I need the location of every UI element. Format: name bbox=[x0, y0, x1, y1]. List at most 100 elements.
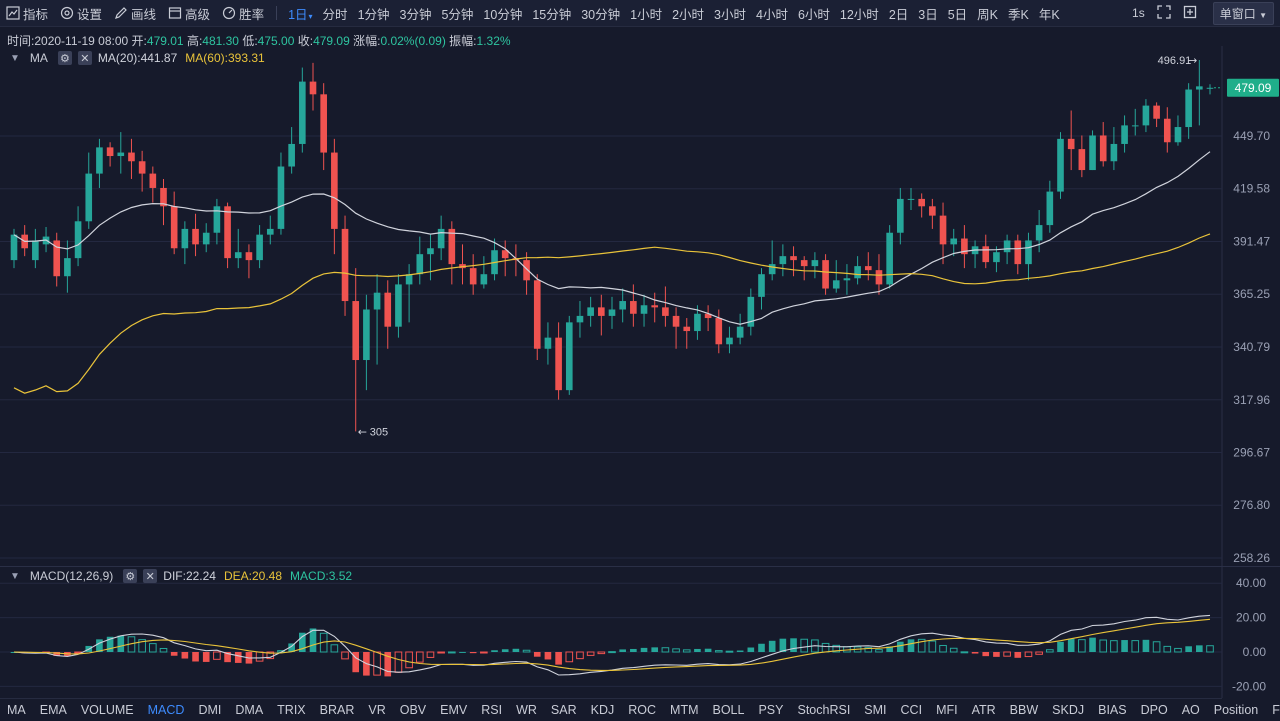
macd-histogram-bar bbox=[426, 651, 435, 658]
macd-histogram-bar bbox=[960, 651, 969, 654]
macd-close-icon[interactable]: ✕ bbox=[143, 569, 158, 583]
candle-body bbox=[1206, 87, 1214, 89]
interval-0[interactable]: 1日▾ bbox=[288, 7, 313, 22]
ma-close-icon[interactable]: ✕ bbox=[77, 51, 92, 65]
interval-17[interactable]: 周K bbox=[977, 7, 999, 22]
macd-histogram-bar bbox=[224, 652, 231, 663]
candle-body bbox=[299, 81, 306, 144]
winrate-button[interactable]: 胜率 bbox=[216, 4, 270, 23]
indicator-tab-rsi[interactable]: RSI bbox=[481, 703, 503, 717]
interval-8[interactable]: 1小时 bbox=[630, 7, 663, 22]
ma-legend: ▼ MA ⚙ ✕ MA(20):441.87 MA(60):393.31 bbox=[10, 51, 273, 65]
advanced-button[interactable]: 高级 bbox=[162, 4, 216, 23]
settings-button[interactable]: 设置 bbox=[54, 4, 108, 23]
collapse-chevron-icon[interactable]: ▼ bbox=[10, 52, 20, 64]
indicator-tab-ao[interactable]: AO bbox=[1181, 703, 1200, 717]
toolbar-right: 1s 单窗口 ▼ bbox=[1126, 0, 1280, 26]
macd-histogram-bar bbox=[790, 638, 797, 652]
macd-collapse-chevron-icon[interactable]: ▼ bbox=[10, 570, 20, 582]
ma60-value: MA(60):393.31 bbox=[185, 51, 265, 65]
interval-14[interactable]: 2日 bbox=[888, 7, 909, 22]
indicator-tab-sar[interactable]: SAR bbox=[550, 703, 577, 717]
fullscreen-icon[interactable] bbox=[1151, 4, 1177, 22]
interval-6[interactable]: 15分钟 bbox=[532, 7, 572, 22]
indicator-tab-vr[interactable]: VR bbox=[368, 703, 386, 717]
indicator-tab-psy[interactable]: PSY bbox=[758, 703, 784, 717]
ma-settings-gear-icon[interactable]: ⚙ bbox=[57, 51, 72, 65]
interval-3[interactable]: 3分钟 bbox=[399, 7, 432, 22]
draw-button[interactable]: 画线 bbox=[108, 4, 162, 23]
interval-1[interactable]: 分时 bbox=[322, 7, 348, 22]
indicator-tab-skdj[interactable]: SKDJ bbox=[1052, 703, 1085, 717]
screenshot-icon[interactable] bbox=[1177, 5, 1203, 22]
indicator-tab-obv[interactable]: OBV bbox=[399, 703, 427, 717]
indicator-tab-dpo[interactable]: DPO bbox=[1140, 703, 1168, 717]
candle-body bbox=[277, 166, 285, 229]
candle-body bbox=[352, 301, 360, 361]
macd-histogram-bar bbox=[1163, 645, 1172, 653]
candle-body bbox=[736, 326, 744, 338]
candle-body bbox=[117, 152, 125, 157]
indicator-tab-position[interactable]: Position bbox=[1213, 703, 1259, 717]
interval-2[interactable]: 1分钟 bbox=[357, 7, 390, 22]
interval-11[interactable]: 4小时 bbox=[756, 7, 788, 22]
indicator-tab-mtm[interactable]: MTM bbox=[670, 703, 699, 717]
macd-histogram-bar bbox=[736, 650, 744, 652]
macd-histogram-bar bbox=[341, 651, 349, 660]
time-value: 2020-11-19 08:00 bbox=[34, 34, 129, 48]
indicator-tab-trix[interactable]: TRIX bbox=[277, 703, 306, 717]
price-chart[interactable]: 449.70 419.58 391.47 365.25 340.79 317.96 296.… bbox=[0, 46, 1280, 566]
interval-15[interactable]: 3日 bbox=[918, 7, 938, 22]
indicator-tab-smi[interactable]: SMI bbox=[864, 703, 887, 717]
macd-tick-label: -20.00 bbox=[1232, 679, 1266, 693]
indicator-tab-stochrsi[interactable]: StochRSI bbox=[797, 703, 851, 717]
interval-18[interactable]: 季K bbox=[1008, 7, 1029, 22]
indicator-tab-brar[interactable]: BRAR bbox=[319, 703, 355, 717]
interval-7[interactable]: 30分钟 bbox=[581, 7, 621, 22]
macd-histogram-bar bbox=[1014, 652, 1022, 658]
indicator-tab-dma[interactable]: DMA bbox=[235, 703, 264, 717]
indicator-tab-ema[interactable]: EMA bbox=[39, 703, 67, 717]
interval-5[interactable]: 10分钟 bbox=[483, 7, 523, 22]
candle-body bbox=[288, 143, 295, 167]
candle-body bbox=[1025, 240, 1032, 265]
indicator-tab-mfi[interactable]: MFI bbox=[936, 703, 958, 717]
macd-histogram-bar bbox=[1142, 639, 1150, 652]
candle-body bbox=[619, 301, 626, 310]
indicator-tab-roc[interactable]: ROC bbox=[628, 703, 657, 717]
macd-histogram-bar bbox=[255, 651, 264, 662]
candle-body bbox=[1121, 125, 1128, 144]
current-price-label: 479.09 bbox=[1235, 81, 1272, 95]
indicator-tab-bias[interactable]: BIAS bbox=[1098, 703, 1127, 717]
interval-9[interactable]: 2小时 bbox=[672, 7, 705, 22]
ma20-line bbox=[13, 151, 1211, 325]
candle-body bbox=[747, 296, 755, 327]
candle-body bbox=[437, 228, 445, 249]
interval-16[interactable]: 5日 bbox=[947, 7, 968, 22]
interval-12[interactable]: 6小时 bbox=[797, 7, 830, 22]
interval-4[interactable]: 5分钟 bbox=[441, 7, 474, 22]
macd-chart[interactable]: 40.00 20.00 0.00 -20.00 bbox=[0, 566, 1280, 698]
indicator-tab-boll[interactable]: BOLL bbox=[712, 703, 745, 717]
indicator-tab-bbw[interactable]: BBW bbox=[1009, 703, 1039, 717]
indicator-tab-volume[interactable]: VOLUME bbox=[80, 703, 134, 717]
interval-10[interactable]: 3小时 bbox=[714, 7, 746, 22]
indicator-tab-kdj[interactable]: KDJ bbox=[590, 703, 615, 717]
indicator-tab-wr[interactable]: WR bbox=[516, 703, 537, 717]
indicator-tab-atr[interactable]: ATR bbox=[971, 703, 996, 717]
indicator-tab-fundflow[interactable]: Fundflow bbox=[1272, 703, 1280, 717]
indicator-tab-ma[interactable]: MA bbox=[7, 703, 26, 717]
interval-13[interactable]: 12小时 bbox=[839, 7, 879, 22]
macd-histogram-bar bbox=[1121, 640, 1128, 652]
price-tick-label: 449.70 bbox=[1233, 129, 1270, 143]
candle-body bbox=[683, 326, 691, 332]
indicator-tab-cci[interactable]: CCI bbox=[900, 703, 923, 717]
refresh-rate[interactable]: 1s bbox=[1132, 6, 1145, 20]
indicator-tab-dmi[interactable]: DMI bbox=[198, 703, 222, 717]
macd-settings-gear-icon[interactable]: ⚙ bbox=[123, 569, 138, 583]
indicator-tab-macd[interactable]: MACD bbox=[147, 703, 185, 717]
window-mode-select[interactable]: 单窗口 ▼ bbox=[1212, 1, 1274, 25]
indicator-tab-emv[interactable]: EMV bbox=[440, 703, 468, 717]
indicator-button[interactable]: 指标 bbox=[0, 4, 54, 23]
interval-19[interactable]: 年K bbox=[1038, 7, 1060, 22]
